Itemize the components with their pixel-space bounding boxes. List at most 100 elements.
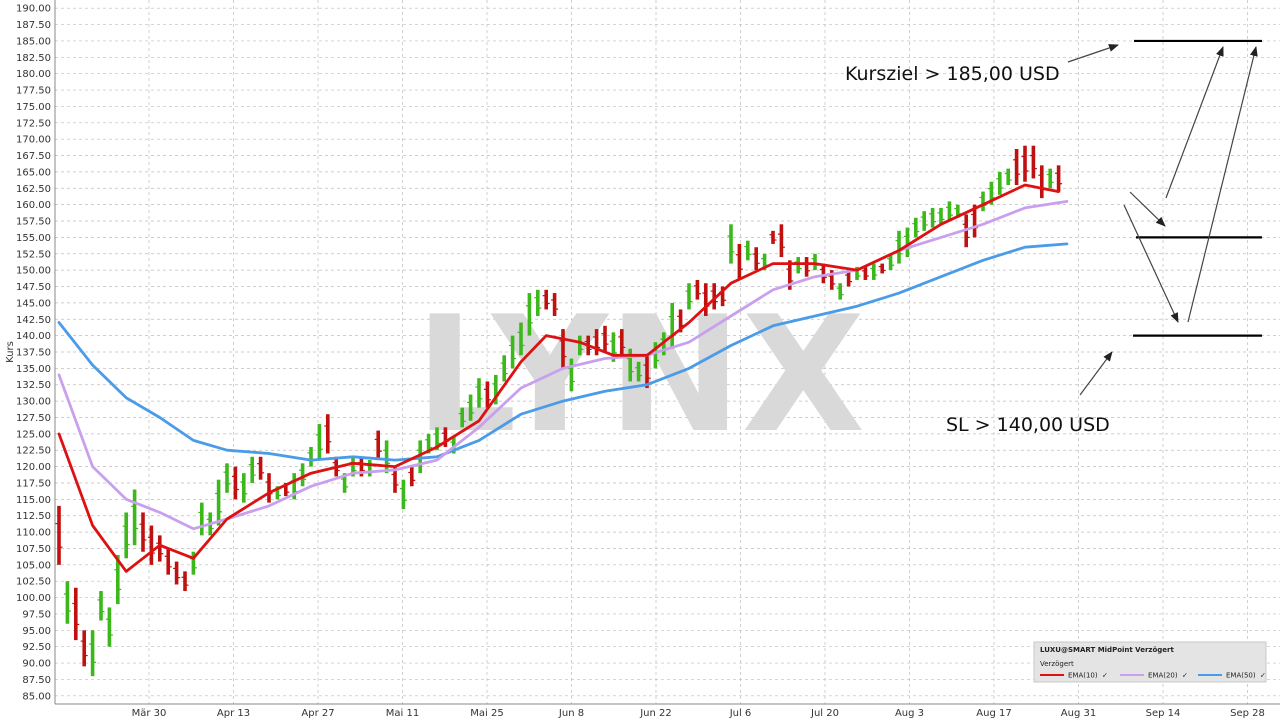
y-tick-label: 130.00 — [16, 397, 51, 408]
y-tick-label: 95.00 — [22, 626, 51, 637]
y-tick-label: 112.50 — [16, 511, 51, 522]
annotation-arrow — [1129, 191, 1166, 227]
candle — [1004, 168, 1012, 186]
y-tick-label: 152.50 — [16, 249, 51, 260]
candle — [299, 463, 307, 487]
x-tick-label: Mai 25 — [470, 708, 503, 719]
y-tick-label: 172.50 — [16, 118, 51, 129]
candle — [139, 512, 147, 552]
candle — [366, 460, 374, 477]
y-tick-label: 120.00 — [16, 462, 51, 473]
x-tick-label: Aug 31 — [1061, 708, 1096, 719]
y-tick-label: 117.50 — [16, 478, 51, 489]
x-tick-label: Jun 8 — [558, 708, 584, 719]
y-tick-label: 187.50 — [16, 20, 51, 31]
candle — [912, 217, 920, 238]
y-tick-label: 90.00 — [22, 659, 51, 670]
x-tick-label: Aug 3 — [895, 708, 924, 719]
y-tick-label: 162.50 — [16, 184, 51, 195]
candle — [374, 430, 382, 461]
ema-line-ema10 — [57, 183, 1060, 573]
x-tick-label: Mai 11 — [386, 708, 419, 719]
annotation-arrow — [1123, 204, 1179, 323]
candle — [887, 253, 895, 271]
candle — [500, 355, 508, 382]
y-tick-label: 85.00 — [22, 691, 51, 702]
y-tick-label: 115.00 — [16, 495, 51, 506]
candle — [408, 466, 416, 487]
candle — [727, 224, 735, 264]
y-tick-label: 167.50 — [16, 151, 51, 162]
candle — [1029, 145, 1037, 179]
candle — [114, 555, 122, 605]
legend-item-label: EMA(20) — [1148, 672, 1178, 680]
y-tick-label: 165.00 — [16, 167, 51, 178]
y-tick-label: 132.50 — [16, 380, 51, 391]
candle — [710, 283, 718, 310]
candle — [1021, 145, 1029, 182]
candle — [693, 279, 701, 300]
y-tick-label: 160.00 — [16, 200, 51, 211]
x-axis: Mär 30 Apr 13 Apr 27 Mai 11 Mai 25 Jun 8 Jun 2… — [55, 703, 1280, 719]
legend-check-icon: ✓ — [1102, 672, 1108, 680]
legend: LUXU@SMART MidPoint Verzögert Verzögert … — [1033, 641, 1267, 683]
candle — [1046, 168, 1054, 189]
candle — [399, 479, 407, 510]
x-tick-label: Jun 22 — [639, 708, 672, 719]
candle — [72, 587, 80, 641]
candle — [819, 263, 827, 284]
y-tick-label: 180.00 — [16, 69, 51, 80]
y-tick-label: 135.00 — [16, 364, 51, 375]
candle — [752, 247, 760, 271]
y-axis: 85.00 87.50 90.00 92.50 95.00 97.50 100.00 102.… — [16, 0, 56, 704]
candle — [945, 201, 953, 222]
y-tick-label: 92.50 — [22, 642, 51, 653]
candle — [534, 289, 542, 316]
candle — [618, 329, 626, 356]
candle — [601, 325, 609, 352]
x-tick-label: Apr 13 — [217, 708, 250, 719]
candle — [811, 253, 819, 271]
candle — [240, 473, 248, 503]
legend-check-icon: ✓ — [1260, 672, 1266, 680]
candle — [105, 607, 113, 647]
candle — [324, 414, 332, 454]
y-tick-label: 170.00 — [16, 135, 51, 146]
y-tick-label: 105.00 — [16, 560, 51, 571]
candle — [1055, 165, 1063, 192]
candle — [769, 230, 777, 244]
candle — [836, 283, 844, 300]
candle — [63, 581, 71, 624]
candle — [383, 440, 391, 474]
candle — [248, 456, 256, 483]
candle — [164, 548, 172, 575]
y-tick-label: 145.00 — [16, 298, 51, 309]
candle — [794, 257, 802, 274]
candle — [979, 191, 987, 212]
y-tick-label: 182.50 — [16, 53, 51, 64]
candle — [744, 240, 752, 261]
candle — [559, 329, 567, 369]
y-tick-label: 150.00 — [16, 266, 51, 277]
y-tick-label: 87.50 — [22, 675, 51, 686]
grid — [55, 0, 1280, 704]
candle — [231, 466, 239, 500]
candle — [996, 171, 1004, 195]
candle — [870, 263, 878, 280]
candle — [315, 424, 323, 461]
candle — [1013, 148, 1021, 186]
y-tick-label: 100.00 — [16, 593, 51, 604]
candle — [181, 571, 189, 592]
candle — [643, 355, 651, 389]
ema-lines — [57, 183, 1069, 573]
candle — [80, 630, 88, 667]
candle — [89, 630, 97, 677]
x-tick-label: Aug 17 — [976, 708, 1011, 719]
candle — [475, 378, 483, 408]
candle — [685, 283, 693, 310]
candle — [929, 207, 937, 228]
y-tick-label: 185.00 — [16, 36, 51, 47]
y-tick-label: 122.50 — [16, 446, 51, 457]
candle — [551, 293, 559, 316]
